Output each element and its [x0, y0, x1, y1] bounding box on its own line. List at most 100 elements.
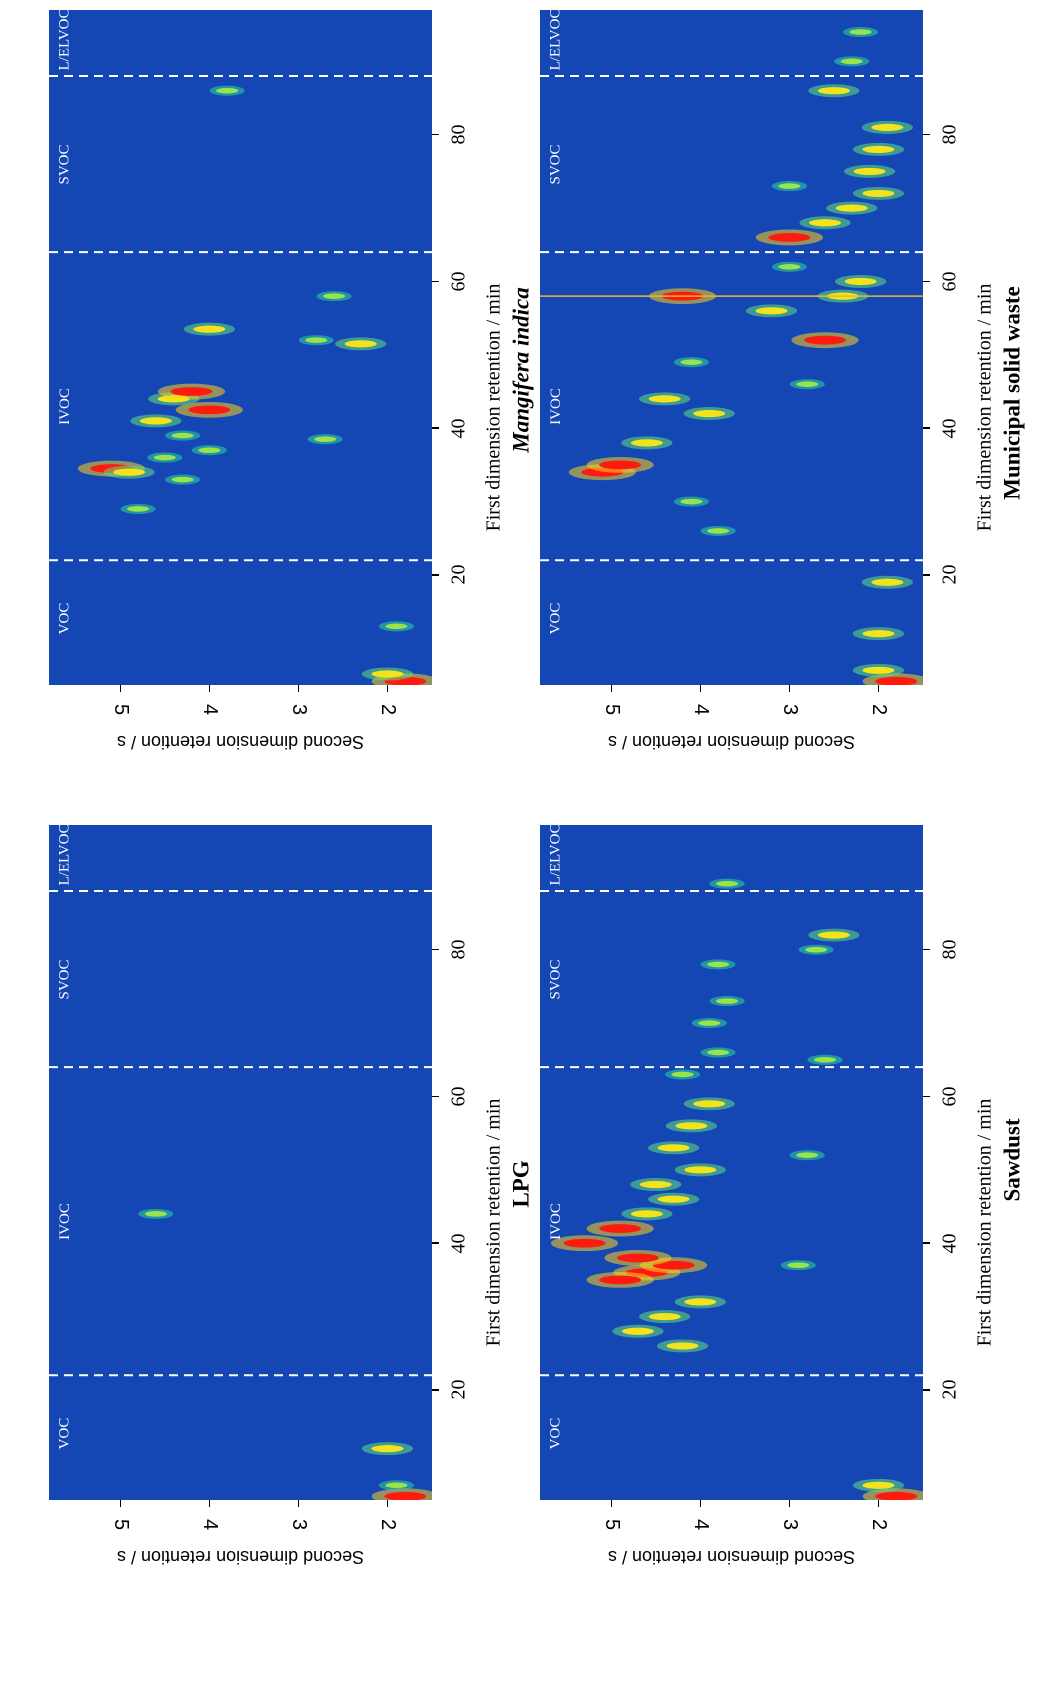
- peak: [771, 181, 807, 192]
- peak: [335, 337, 387, 351]
- x-tick-mark: [923, 280, 930, 283]
- x-tick-label: 40: [938, 1233, 961, 1254]
- peak: [771, 261, 807, 272]
- x-tick-mark: [432, 1389, 439, 1391]
- y-tick-mark: [877, 1500, 880, 1507]
- region-label: IVOC: [547, 387, 564, 425]
- peak: [852, 1478, 905, 1492]
- region-label: SVOC: [547, 959, 564, 1000]
- x-tick-label: 80: [447, 939, 470, 960]
- peak: [191, 445, 227, 456]
- region-label: VOC: [547, 603, 564, 635]
- x-tick-label: 80: [938, 124, 961, 145]
- region-label: SVOC: [547, 144, 564, 185]
- y-axis-label: Second dimension retention / s: [608, 1546, 856, 1567]
- panel-title: Municipal solid waste: [999, 286, 1025, 500]
- peak: [808, 84, 860, 98]
- y-tick-label: 3: [287, 703, 310, 715]
- peak: [307, 434, 343, 445]
- peak: [183, 322, 235, 336]
- y-axis-label: Second dimension retention / s: [117, 731, 365, 752]
- y-tick-label: 2: [868, 703, 891, 715]
- y-tick-label: 2: [377, 703, 400, 715]
- peak: [852, 663, 905, 677]
- peak: [175, 401, 243, 418]
- heatmap-plot: [49, 10, 432, 685]
- x-axis-label: First dimension retention / min: [482, 1098, 505, 1347]
- region-label: L/ELVOC: [547, 823, 564, 886]
- heatmap-plot: [540, 10, 923, 685]
- panel-title: LPG: [508, 1160, 534, 1208]
- peak: [861, 575, 913, 589]
- peak: [621, 1207, 673, 1221]
- x-tick-label: 60: [447, 1086, 470, 1107]
- x-tick-mark: [432, 1095, 439, 1098]
- peak: [861, 120, 913, 134]
- x-tick-mark: [432, 574, 439, 576]
- y-tick-mark: [386, 685, 389, 692]
- y-tick-label: 2: [868, 1518, 891, 1530]
- peak: [799, 216, 851, 230]
- peak: [843, 26, 879, 38]
- y-tick-label: 3: [778, 703, 801, 715]
- y-tick-mark: [297, 1500, 300, 1507]
- peak: [138, 1208, 174, 1219]
- peak: [550, 1235, 619, 1252]
- x-tick-label: 20: [938, 1379, 961, 1400]
- x-tick-mark: [923, 133, 930, 136]
- x-tick-mark: [432, 133, 439, 136]
- heatmap-canvas: [540, 878, 923, 1500]
- heatmap-canvas: [540, 26, 923, 685]
- panel-title: Mangifera indica: [508, 287, 534, 453]
- x-tick-mark: [923, 1389, 930, 1391]
- peak: [316, 291, 352, 302]
- x-tick-mark: [923, 1095, 930, 1098]
- peak: [789, 379, 825, 390]
- y-tick-mark: [610, 1500, 612, 1507]
- peak: [361, 667, 414, 681]
- x-tick-mark: [923, 574, 930, 576]
- y-tick-label: 3: [287, 1518, 310, 1530]
- peak: [648, 1141, 700, 1155]
- y-tick-mark: [699, 1500, 702, 1507]
- peak: [798, 944, 834, 955]
- y-tick-mark: [386, 1500, 389, 1507]
- peak: [852, 627, 905, 641]
- x-tick-label: 60: [938, 271, 961, 292]
- x-tick-mark: [923, 427, 930, 429]
- y-tick-mark: [788, 685, 791, 692]
- peak: [630, 1178, 682, 1191]
- y-tick-label: 4: [198, 703, 221, 715]
- peak: [639, 392, 691, 406]
- y-tick-mark: [788, 1500, 791, 1507]
- peak: [808, 928, 860, 942]
- region-label: SVOC: [56, 959, 73, 1000]
- peak: [298, 335, 334, 346]
- peak: [852, 186, 905, 200]
- x-tick-label: 40: [447, 1233, 470, 1254]
- peak: [586, 1271, 654, 1288]
- peak: [834, 56, 870, 67]
- peak: [604, 1249, 672, 1266]
- peak: [371, 1488, 432, 1500]
- peak: [843, 164, 896, 178]
- y-tick-mark: [297, 685, 300, 692]
- y-tick-label: 5: [600, 1518, 623, 1530]
- region-label: IVOC: [56, 1202, 73, 1240]
- heatmap-plot: [49, 825, 432, 1500]
- y-tick-label: 4: [689, 703, 712, 715]
- y-tick-mark: [208, 1500, 211, 1507]
- x-tick-label: 60: [938, 1086, 961, 1107]
- peak: [852, 142, 905, 156]
- region-label: VOC: [56, 603, 73, 635]
- x-tick-label: 80: [938, 939, 961, 960]
- y-tick-mark: [119, 1500, 121, 1507]
- region-label: IVOC: [547, 1202, 564, 1240]
- region-label: VOC: [56, 1418, 73, 1450]
- peak: [755, 229, 823, 246]
- region-label: L/ELVOC: [56, 823, 73, 886]
- heatmap-canvas: [49, 890, 432, 1500]
- region-label: IVOC: [56, 387, 73, 425]
- region-label: L/ELVOC: [547, 8, 564, 71]
- y-axis-label: Second dimension retention / s: [117, 1546, 365, 1567]
